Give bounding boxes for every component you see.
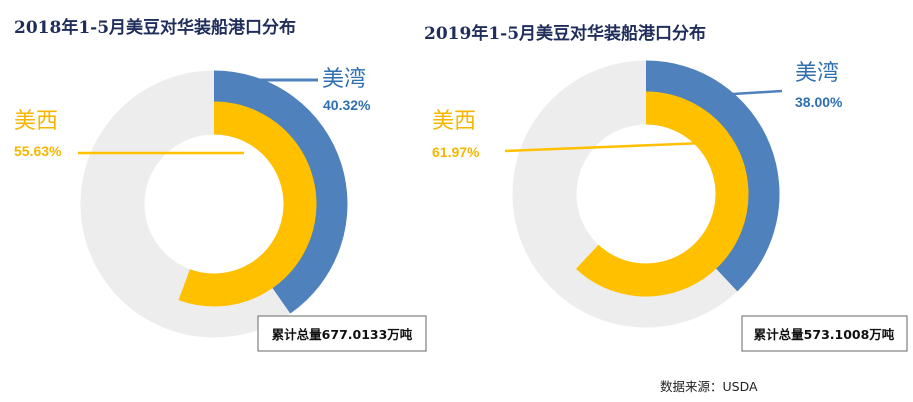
- chart-2019: 2019年1-5月美豆对华装船港口分布 美湾 38.00% 美西 61.97% …: [424, 23, 908, 352]
- us-gulf-leader-line: [716, 89, 783, 97]
- slice-us-gulf: [645, 60, 780, 292]
- total-text: 累计总量573.1008万吨: [754, 327, 895, 342]
- us-west-percent: 61.97%: [432, 144, 480, 160]
- us-gulf-label: 美湾: [795, 61, 839, 86]
- us-gulf-label: 美湾: [322, 67, 366, 92]
- total-text: 累计总量677.0133万吨: [272, 327, 413, 342]
- us-west-percent: 55.63%: [14, 143, 62, 159]
- chart-title: 2018年1-5月美豆对华装船港口分布: [14, 17, 296, 38]
- us-gulf-percent: 38.00%: [795, 94, 843, 110]
- us-west-label: 美西: [14, 109, 58, 134]
- us-west-label: 美西: [432, 109, 476, 134]
- chart-title: 2019年1-5月美豆对华装船港口分布: [424, 23, 706, 44]
- us-gulf-percent: 40.32%: [323, 97, 371, 113]
- slice-us-west: [576, 91, 749, 297]
- chart-2018: 2018年1-5月美豆对华装船港口分布 美湾 40.32% 美西 55.63% …: [14, 17, 427, 352]
- us-west-leader-line: [504, 141, 705, 153]
- total-box: [257, 315, 427, 352]
- total-box: [741, 315, 908, 352]
- slice-us-gulf: [213, 70, 348, 314]
- data-source: 数据来源：USDA: [660, 379, 758, 394]
- slice-us-west: [178, 101, 317, 307]
